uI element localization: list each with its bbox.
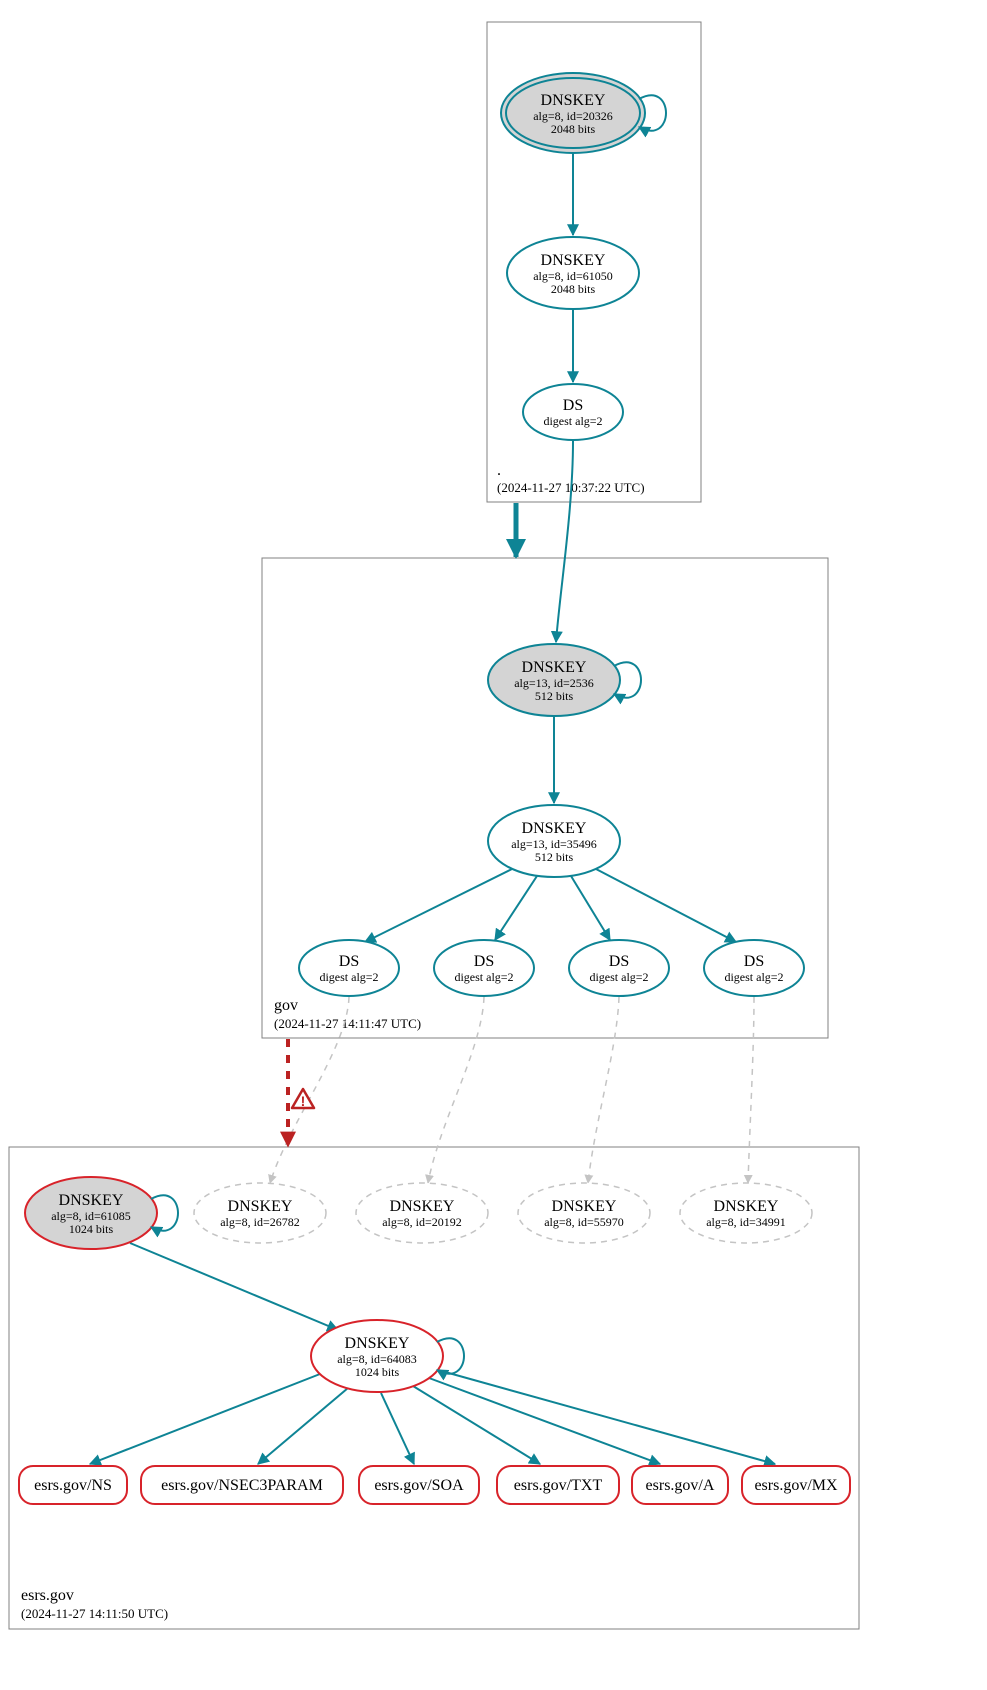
edge-gov_ds2-esrs_ghost2 bbox=[428, 997, 484, 1183]
edge-gov_ds3-esrs_ghost3 bbox=[588, 997, 619, 1183]
svg-text:alg=8, id=64083: alg=8, id=64083 bbox=[337, 1352, 417, 1366]
edge-gov_ds4-esrs_ghost4 bbox=[748, 997, 754, 1183]
svg-text:DS: DS bbox=[609, 953, 629, 970]
svg-text:DS: DS bbox=[474, 953, 494, 970]
node-gov_ds1: DSdigest alg=2 bbox=[299, 940, 399, 996]
node-gov_zsk: DNSKEYalg=13, id=35496512 bits bbox=[488, 805, 620, 877]
svg-text:DNSKEY: DNSKEY bbox=[541, 92, 606, 109]
edge-esrs_zsk-rec_mx bbox=[438, 1370, 775, 1464]
svg-text:esrs.gov/TXT: esrs.gov/TXT bbox=[514, 1477, 603, 1494]
node-root_ds: DSdigest alg=2 bbox=[523, 384, 623, 440]
svg-text:alg=8, id=20326: alg=8, id=20326 bbox=[533, 109, 613, 123]
edge-gov_zsk-gov_ds1 bbox=[365, 869, 512, 942]
svg-text:DS: DS bbox=[744, 953, 764, 970]
node-esrs_ghost1: DNSKEYalg=8, id=26782 bbox=[194, 1183, 326, 1243]
svg-text:digest alg=2: digest alg=2 bbox=[454, 970, 513, 984]
svg-text:esrs.gov/A: esrs.gov/A bbox=[646, 1477, 715, 1494]
edge-root_ds-gov_ksk bbox=[556, 441, 573, 642]
svg-text:2048 bits: 2048 bits bbox=[551, 282, 596, 296]
node-rec_txt: esrs.gov/TXT bbox=[497, 1466, 619, 1504]
svg-text:1024 bits: 1024 bits bbox=[355, 1365, 400, 1379]
edge-gov_zsk-gov_ds3 bbox=[571, 876, 610, 940]
svg-text:alg=13, id=2536: alg=13, id=2536 bbox=[514, 676, 594, 690]
node-root_zsk: DNSKEYalg=8, id=610502048 bits bbox=[507, 237, 639, 309]
node-gov_ds4: DSdigest alg=2 bbox=[704, 940, 804, 996]
svg-text:esrs.gov/SOA: esrs.gov/SOA bbox=[374, 1477, 464, 1494]
node-rec_soa: esrs.gov/SOA bbox=[359, 1466, 479, 1504]
svg-text:512 bits: 512 bits bbox=[535, 850, 574, 864]
edge-gov_zsk-gov_ds4 bbox=[596, 869, 736, 942]
svg-text:digest alg=2: digest alg=2 bbox=[543, 414, 602, 428]
node-esrs_ghost4: DNSKEYalg=8, id=34991 bbox=[680, 1183, 812, 1243]
svg-text:gov: gov bbox=[274, 997, 298, 1014]
edge-esrs_zsk-rec_nsec3 bbox=[258, 1388, 348, 1464]
svg-text:(2024-11-27 14:11:50 UTC): (2024-11-27 14:11:50 UTC) bbox=[21, 1606, 168, 1621]
svg-text:esrs.gov/MX: esrs.gov/MX bbox=[754, 1477, 838, 1494]
node-gov_ds3: DSdigest alg=2 bbox=[569, 940, 669, 996]
svg-text:esrs.gov/NSEC3PARAM: esrs.gov/NSEC3PARAM bbox=[161, 1477, 323, 1494]
node-esrs_ghost3: DNSKEYalg=8, id=55970 bbox=[518, 1183, 650, 1243]
svg-text:esrs.gov/NS: esrs.gov/NS bbox=[34, 1477, 112, 1494]
svg-text:esrs.gov: esrs.gov bbox=[21, 1587, 74, 1604]
svg-text:!: ! bbox=[301, 1093, 306, 1109]
svg-text:DS: DS bbox=[339, 953, 359, 970]
edge-esrs_zsk-rec_a bbox=[429, 1378, 660, 1464]
svg-text:(2024-11-27 14:11:47 UTC): (2024-11-27 14:11:47 UTC) bbox=[274, 1016, 421, 1031]
svg-text:DS: DS bbox=[563, 397, 583, 414]
node-rec_a: esrs.gov/A bbox=[632, 1466, 728, 1504]
svg-text:alg=13, id=35496: alg=13, id=35496 bbox=[511, 837, 597, 851]
svg-text:2048 bits: 2048 bits bbox=[551, 122, 596, 136]
svg-text:digest alg=2: digest alg=2 bbox=[724, 970, 783, 984]
node-esrs_ghost2: DNSKEYalg=8, id=20192 bbox=[356, 1183, 488, 1243]
dnssec-diagram: .(2024-11-27 10:37:22 UTC)gov(2024-11-27… bbox=[0, 0, 987, 1690]
svg-text:DNSKEY: DNSKEY bbox=[552, 1198, 617, 1215]
svg-text:DNSKEY: DNSKEY bbox=[228, 1198, 293, 1215]
svg-text:digest alg=2: digest alg=2 bbox=[589, 970, 648, 984]
svg-text:DNSKEY: DNSKEY bbox=[522, 820, 587, 837]
svg-text:DNSKEY: DNSKEY bbox=[522, 659, 587, 676]
node-rec_ns: esrs.gov/NS bbox=[19, 1466, 127, 1504]
svg-text:alg=8, id=61050: alg=8, id=61050 bbox=[533, 269, 613, 283]
svg-text:512 bits: 512 bits bbox=[535, 689, 574, 703]
svg-text:alg=8, id=26782: alg=8, id=26782 bbox=[220, 1215, 300, 1229]
svg-text:DNSKEY: DNSKEY bbox=[390, 1198, 455, 1215]
svg-text:.: . bbox=[497, 462, 501, 479]
edge-esrs_zsk-rec_txt bbox=[413, 1386, 540, 1464]
edge-esrs_zsk-rec_soa bbox=[381, 1393, 414, 1464]
svg-text:alg=8, id=61085: alg=8, id=61085 bbox=[51, 1209, 131, 1223]
node-rec_nsec3: esrs.gov/NSEC3PARAM bbox=[141, 1466, 343, 1504]
svg-text:digest alg=2: digest alg=2 bbox=[319, 970, 378, 984]
edge-esrs_ksk-esrs_zsk bbox=[130, 1243, 338, 1330]
edge-gov_zsk-gov_ds2 bbox=[495, 876, 537, 940]
node-gov_ds2: DSdigest alg=2 bbox=[434, 940, 534, 996]
svg-text:alg=8, id=34991: alg=8, id=34991 bbox=[706, 1215, 786, 1229]
edge-esrs_zsk-rec_ns bbox=[90, 1374, 320, 1464]
node-gov_ksk: DNSKEYalg=13, id=2536512 bits bbox=[488, 644, 641, 716]
node-rec_mx: esrs.gov/MX bbox=[742, 1466, 850, 1504]
svg-text:DNSKEY: DNSKEY bbox=[345, 1335, 410, 1352]
svg-text:DNSKEY: DNSKEY bbox=[541, 252, 606, 269]
node-root_ksk: DNSKEYalg=8, id=203262048 bits bbox=[501, 73, 666, 153]
svg-text:alg=8, id=55970: alg=8, id=55970 bbox=[544, 1215, 624, 1229]
edge-gov_box-esrs_box: ! bbox=[288, 1039, 314, 1146]
svg-text:alg=8, id=20192: alg=8, id=20192 bbox=[382, 1215, 462, 1229]
node-esrs_ksk: DNSKEYalg=8, id=610851024 bits bbox=[25, 1177, 178, 1249]
svg-text:1024 bits: 1024 bits bbox=[69, 1222, 114, 1236]
node-esrs_zsk: DNSKEYalg=8, id=640831024 bits bbox=[311, 1320, 464, 1392]
svg-text:DNSKEY: DNSKEY bbox=[59, 1192, 124, 1209]
svg-text:DNSKEY: DNSKEY bbox=[714, 1198, 779, 1215]
